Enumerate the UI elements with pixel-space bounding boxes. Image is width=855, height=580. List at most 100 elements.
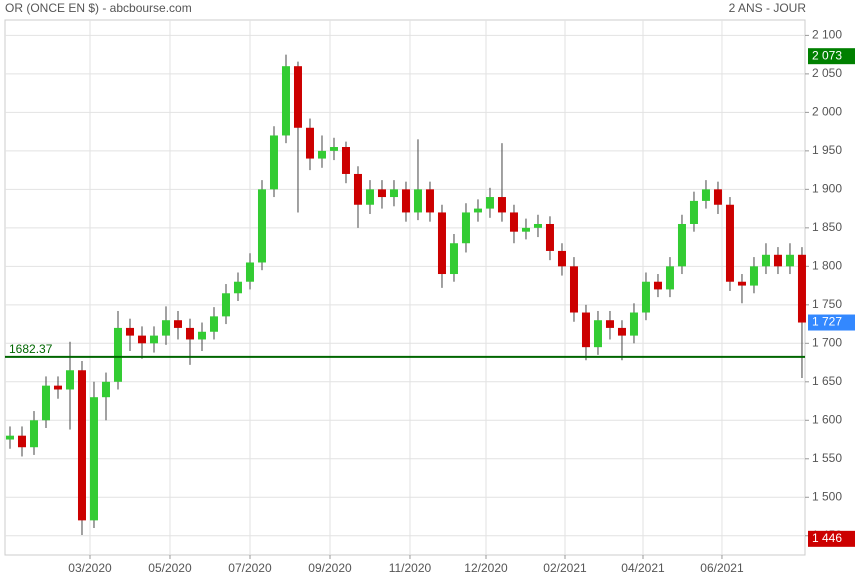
y-tick-label: 2 000 <box>812 105 842 119</box>
candle-body <box>461 212 470 244</box>
candle-body <box>737 281 746 286</box>
candle-body <box>305 127 314 159</box>
candle-body <box>401 189 410 213</box>
candle-body <box>53 385 62 390</box>
candle-body <box>569 266 578 313</box>
candle-body <box>317 150 326 159</box>
candle-body <box>641 281 650 313</box>
candle-body <box>797 254 806 323</box>
candle-body <box>293 66 302 128</box>
candle-body <box>581 312 590 348</box>
y-tick-label: 1 700 <box>812 335 842 349</box>
y-tick-label: 1 800 <box>812 259 842 273</box>
candle-body <box>545 223 554 251</box>
candle-body <box>5 435 14 440</box>
candle-body <box>761 254 770 267</box>
x-tick-label: 07/2020 <box>228 561 272 575</box>
price-badge <box>808 48 855 65</box>
candle-body <box>413 189 422 213</box>
price-badge-label: 1 727 <box>812 315 842 329</box>
x-tick-label: 05/2020 <box>148 561 192 575</box>
candle-body <box>113 327 122 382</box>
candle-body <box>701 189 710 201</box>
y-tick-label: 1 650 <box>812 374 842 388</box>
plot-area <box>4 19 806 556</box>
x-tick-label: 12/2020 <box>464 561 508 575</box>
candle-body <box>17 435 26 448</box>
candle-body <box>365 189 374 205</box>
x-tick-label: 09/2020 <box>308 561 352 575</box>
candle-body <box>341 147 350 174</box>
y-tick-label: 1 500 <box>812 489 842 503</box>
candle-body <box>257 189 266 263</box>
price-badge-label: 1 446 <box>812 531 842 545</box>
candle-body <box>425 189 434 213</box>
candle-body <box>329 147 338 151</box>
x-tick-label: 02/2021 <box>543 561 587 575</box>
candle-body <box>617 327 626 336</box>
candle-body <box>137 335 146 344</box>
candle-body <box>521 227 530 232</box>
candle-body <box>77 370 86 521</box>
candle-body <box>605 320 614 328</box>
candle-body <box>65 370 74 390</box>
candle-body <box>245 262 254 282</box>
y-tick-label: 1 900 <box>812 182 842 196</box>
candle-body <box>377 189 386 198</box>
candle-body <box>653 281 662 290</box>
candle-body <box>437 212 446 275</box>
candle-body <box>353 173 362 205</box>
candle-body <box>221 293 230 317</box>
candle-body <box>497 197 506 213</box>
reference-label: 1682.37 <box>9 342 53 356</box>
candle-body <box>689 200 698 224</box>
price-badge <box>808 530 855 547</box>
candle-body <box>233 281 242 294</box>
candle-body <box>593 320 602 348</box>
candle-body <box>665 266 674 290</box>
x-tick-label: 11/2020 <box>389 561 432 575</box>
candle-body <box>389 189 398 198</box>
candle-body <box>269 135 278 190</box>
candle-body <box>557 250 566 267</box>
x-tick-label: 04/2021 <box>621 561 665 575</box>
candle-body <box>101 381 110 398</box>
candle-body <box>29 420 38 448</box>
candle-body <box>149 335 158 344</box>
candle-body <box>185 327 194 340</box>
candle-body <box>485 197 494 209</box>
candle-body <box>725 204 734 282</box>
y-tick-label: 1 950 <box>812 143 842 157</box>
y-tick-label: 1 550 <box>812 451 842 465</box>
candle-body <box>473 208 482 213</box>
x-tick-label: 06/2021 <box>700 561 744 575</box>
candle-body <box>533 223 542 228</box>
candle-body <box>125 327 134 336</box>
candle-body <box>773 254 782 267</box>
candle-body <box>449 243 458 275</box>
candle-body <box>281 66 290 136</box>
candle-body <box>629 312 638 336</box>
candle-body <box>173 320 182 328</box>
candle-body <box>749 266 758 286</box>
y-tick-label: 2 100 <box>812 28 842 42</box>
y-tick-label: 1 600 <box>812 412 842 426</box>
y-tick-label: 1 850 <box>812 220 842 234</box>
price-badge-label: 2 073 <box>812 48 842 62</box>
price-badge <box>808 314 855 331</box>
candle-body <box>209 316 218 332</box>
candle-body <box>41 385 50 421</box>
candle-body <box>509 212 518 232</box>
candle-body <box>713 189 722 205</box>
candle-body <box>197 331 206 340</box>
y-tick-label: 2 050 <box>812 66 842 80</box>
chart-title: OR (ONCE EN $) - abcbourse.com <box>5 1 192 15</box>
y-tick-label: 1 750 <box>812 297 842 311</box>
candle-body <box>161 320 170 336</box>
chart-subtitle: 2 ANS - JOUR <box>729 1 807 15</box>
candle-body <box>89 397 98 521</box>
x-tick-label: 03/2020 <box>68 561 112 575</box>
candle-body <box>785 254 794 267</box>
candle-body <box>677 223 686 267</box>
